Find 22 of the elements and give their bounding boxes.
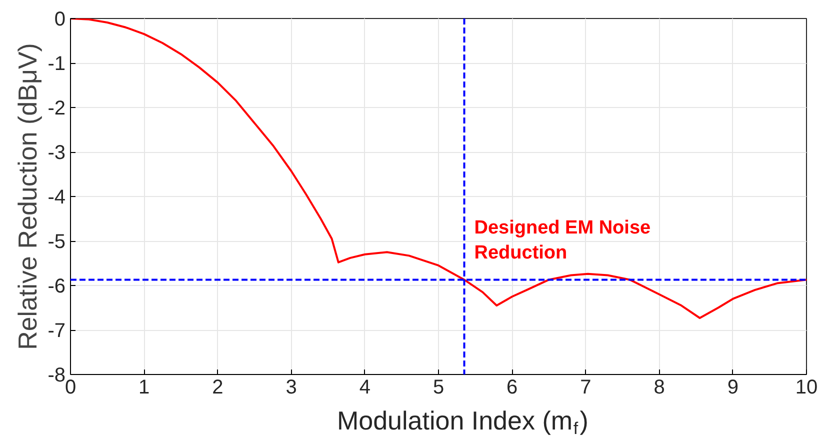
y-tick-label: -4 [48,186,66,208]
x-tick-label: 8 [654,376,665,398]
x-tick-label: 7 [580,376,592,398]
y-axis-title: Relative Reduction (dBμV) [12,43,43,350]
x-tick-label: 10 [795,376,818,398]
y-tick-label: -7 [48,320,66,342]
y-tick-label: -6 [48,276,66,298]
x-tick-label: 3 [286,376,297,398]
x-tick-label: 5 [432,376,444,398]
y-tick-label: -5 [48,231,66,253]
x-tick-label: 9 [727,376,738,398]
annotation: Designed EM Noise Reduction [474,218,651,264]
x-tick-label: 4 [359,376,370,398]
y-tick-label: 0 [54,8,66,30]
x-tick-label: 6 [506,376,518,398]
x-tick-label: 2 [212,376,224,398]
line-series [70,18,806,319]
x-tick-label: 1 [138,376,150,398]
y-tick-label: -2 [48,98,66,120]
y-tick-label: -3 [48,142,66,164]
y-tick-label: -8 [48,364,66,386]
y-tick-label: -1 [48,53,66,75]
